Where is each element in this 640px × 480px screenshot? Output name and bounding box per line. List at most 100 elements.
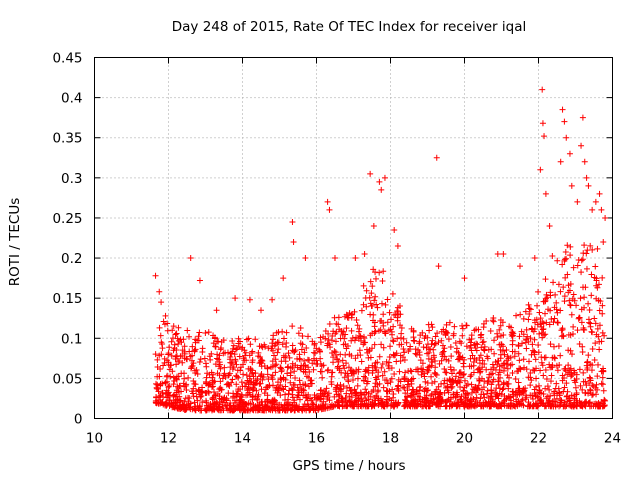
data-point xyxy=(170,323,177,330)
data-point xyxy=(580,325,587,332)
data-point xyxy=(424,379,431,386)
data-point xyxy=(405,348,412,355)
data-point xyxy=(172,404,179,411)
data-point xyxy=(507,362,514,369)
data-point xyxy=(373,301,380,308)
data-point xyxy=(211,388,217,395)
data-point xyxy=(496,390,503,397)
data-point xyxy=(578,319,585,326)
data-point xyxy=(577,295,584,302)
data-point xyxy=(394,335,401,342)
data-point xyxy=(454,402,461,409)
data-point xyxy=(165,351,172,358)
data-point xyxy=(152,351,159,358)
data-point xyxy=(463,322,470,329)
data-point xyxy=(432,364,439,371)
data-point xyxy=(343,401,350,408)
data-point xyxy=(223,405,230,412)
data-point xyxy=(471,341,478,348)
data-point xyxy=(599,381,606,388)
data-point xyxy=(585,316,592,323)
data-point xyxy=(554,367,561,374)
data-point xyxy=(281,354,288,361)
data-point xyxy=(520,315,527,322)
data-point xyxy=(394,308,401,315)
data-point xyxy=(558,327,565,334)
data-point xyxy=(517,263,523,270)
data-point xyxy=(557,288,564,295)
data-point xyxy=(199,384,206,391)
data-point xyxy=(351,308,358,315)
data-point xyxy=(588,271,595,278)
data-point xyxy=(500,367,507,374)
data-point xyxy=(487,393,494,400)
data-point xyxy=(231,397,238,404)
data-point xyxy=(473,394,480,401)
data-point xyxy=(438,337,445,344)
data-point xyxy=(199,345,206,352)
data-point xyxy=(185,374,192,381)
data-point xyxy=(240,371,247,378)
data-point xyxy=(433,154,440,161)
data-point xyxy=(305,383,312,390)
data-point xyxy=(581,242,588,249)
data-point xyxy=(224,349,231,356)
data-point xyxy=(579,256,586,263)
data-point xyxy=(330,359,337,366)
data-point xyxy=(557,352,564,359)
data-point xyxy=(362,374,369,381)
data-point xyxy=(341,374,348,381)
data-point xyxy=(153,385,160,392)
data-point xyxy=(456,355,463,362)
data-point xyxy=(165,383,172,390)
data-point xyxy=(523,336,530,343)
data-point xyxy=(536,309,543,316)
data-point xyxy=(186,333,193,340)
data-point xyxy=(570,264,577,271)
data-point xyxy=(572,384,579,391)
data-point xyxy=(325,366,332,373)
data-point xyxy=(175,373,182,380)
data-point xyxy=(443,399,450,406)
data-point xyxy=(579,386,586,393)
data-point xyxy=(527,306,534,313)
data-point xyxy=(222,374,229,381)
data-point xyxy=(223,381,230,388)
data-point xyxy=(531,325,538,332)
data-point xyxy=(325,336,332,343)
data-point xyxy=(301,349,308,356)
data-point xyxy=(396,368,403,375)
data-point xyxy=(579,114,586,121)
data-point xyxy=(410,334,417,341)
data-point xyxy=(569,372,576,379)
data-point xyxy=(190,360,197,367)
data-point xyxy=(179,347,186,354)
data-point xyxy=(566,367,573,374)
data-point xyxy=(549,354,556,361)
data-point xyxy=(238,379,245,386)
data-point xyxy=(471,403,478,410)
data-point xyxy=(249,348,256,355)
data-point xyxy=(277,364,284,371)
data-point xyxy=(287,379,294,386)
data-point xyxy=(503,402,510,409)
data-point xyxy=(532,319,539,326)
data-point xyxy=(333,320,340,327)
data-point xyxy=(585,300,592,307)
data-point xyxy=(221,370,228,377)
data-point xyxy=(228,379,235,386)
x-tick-label: 16 xyxy=(308,431,325,447)
data-point xyxy=(213,307,220,314)
data-point xyxy=(507,393,514,400)
data-point xyxy=(322,335,329,342)
data-point xyxy=(282,391,289,398)
data-point xyxy=(264,365,271,372)
data-point xyxy=(359,398,366,405)
data-point xyxy=(367,170,374,177)
data-point xyxy=(508,397,515,404)
data-point xyxy=(338,395,345,402)
data-point xyxy=(320,362,327,369)
data-point xyxy=(494,361,501,368)
data-point xyxy=(433,386,440,393)
data-point xyxy=(366,294,373,301)
